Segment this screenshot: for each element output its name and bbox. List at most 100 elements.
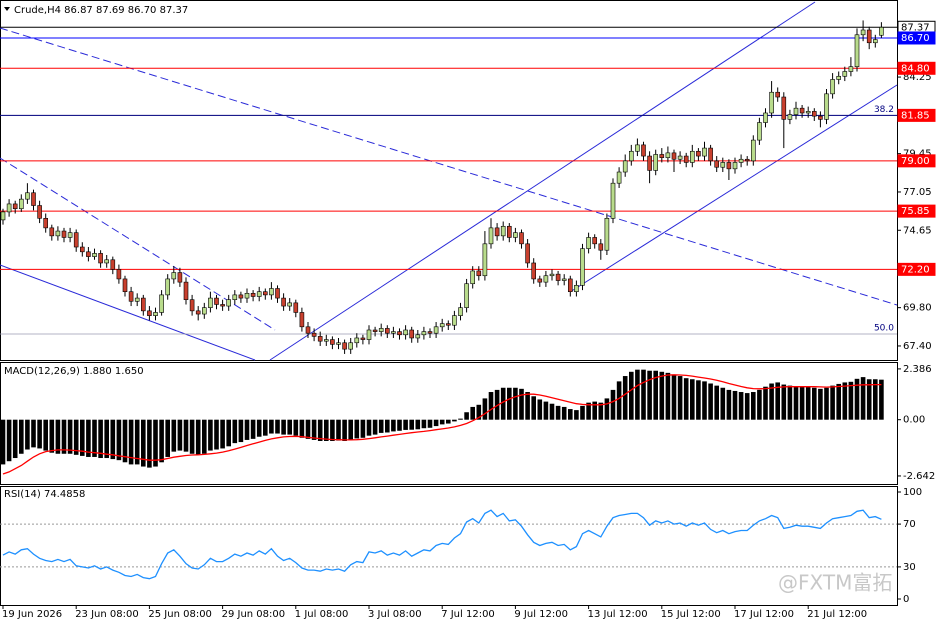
candle-body [854,34,860,68]
macd-bar [281,419,286,435]
candle-body [775,91,781,98]
macd-bar [409,419,414,430]
candle-body [311,332,317,337]
macd-bar [305,419,311,439]
candle-body [98,253,103,264]
candle-body [305,326,311,334]
candle-body [872,39,878,44]
candle-body [677,155,683,160]
candle-body [189,299,195,312]
candle-body [482,243,488,277]
rsi-line [2,509,882,580]
macd-bar [183,419,189,452]
macd-bar [134,419,140,465]
macd-bar [787,385,793,420]
macd-bar [80,419,85,456]
candle-body [452,315,457,326]
candle-body [61,230,67,238]
candle-body [519,232,524,245]
candle-body [513,232,518,238]
candle-body [531,262,537,280]
y-tick-label: -2.642 [903,471,935,482]
y-tick-label: 70 [903,519,916,530]
x-tick-label: 13 Jul 12:00 [588,609,648,620]
candle-body [696,150,701,157]
x-tick-label: 3 Jul 08:00 [368,609,422,620]
candle-body [141,297,146,312]
macd-bar [37,419,42,449]
macd-bar [122,419,128,463]
macd-bar [720,387,726,420]
macd-bar [805,386,811,420]
level-label: 84.80 [901,63,930,74]
candle-body [445,323,451,326]
candle-body [659,154,665,158]
macd-bar [372,419,378,435]
macd-bar [702,381,707,420]
macd-bar [476,404,482,420]
candle-body [159,294,164,313]
macd-bar [61,419,67,454]
macd-bar [324,419,329,441]
macd-bar [446,419,451,424]
macd-bar [732,390,738,420]
macd-bar [293,419,299,436]
macd-bar [427,419,433,428]
candle-body [769,91,774,114]
candle-body [171,272,177,280]
candle-body [787,114,793,120]
macd-bar [128,419,134,465]
rsi-panel [0,486,898,606]
y-tick-label: 0 [903,594,909,605]
candle-body [470,270,476,285]
candle-body [275,288,280,299]
macd-bar [561,406,567,420]
macd-bar [744,393,750,420]
candle-body [488,227,494,245]
macd-bar [110,419,116,460]
macd-bar [336,419,341,441]
candle-body [49,227,55,237]
dropdown-icon [4,7,10,11]
candle-body [366,329,372,340]
macd-bar [189,419,195,454]
macd-bar [842,382,848,420]
x-tick-label: 9 Jul 12:00 [514,609,568,620]
candle-body [702,147,707,157]
macd-bar [202,419,207,454]
candle-body [372,329,378,332]
macd-bar [647,370,652,420]
macd-bar [104,419,109,459]
signal-line [2,374,882,475]
macd-bar [708,383,713,420]
main-title: Crude,H4 86.87 87.69 86.70 87.37 [14,5,188,16]
candle-body [269,288,274,296]
macd-bar [580,405,585,420]
y-tick-label: 79.45 [903,149,932,160]
y-tick-label: 30 [903,562,916,573]
macd-bar [537,399,543,420]
macd-bar [507,387,512,420]
candle-body [384,328,390,334]
macd-bar [738,392,744,420]
macd-bar [214,419,219,450]
macd-bar [513,387,518,420]
macd-bar [159,419,164,463]
candle-body [403,329,408,336]
candle-body [202,307,207,315]
candle-body [750,139,756,162]
macd-bar [299,419,305,438]
macd-bar [592,401,597,420]
candle-body [842,71,848,77]
candle-body [567,278,573,293]
candle-body [738,158,744,163]
x-tick-label: 23 Jun 08:00 [75,609,139,620]
macd-bar [714,385,719,420]
x-tick-label: 7 Jul 12:00 [441,609,495,620]
trendline [569,84,898,293]
macd-bar [177,419,183,451]
candle-body [586,237,591,249]
macd-bar [12,419,18,459]
candle-body [421,331,427,336]
